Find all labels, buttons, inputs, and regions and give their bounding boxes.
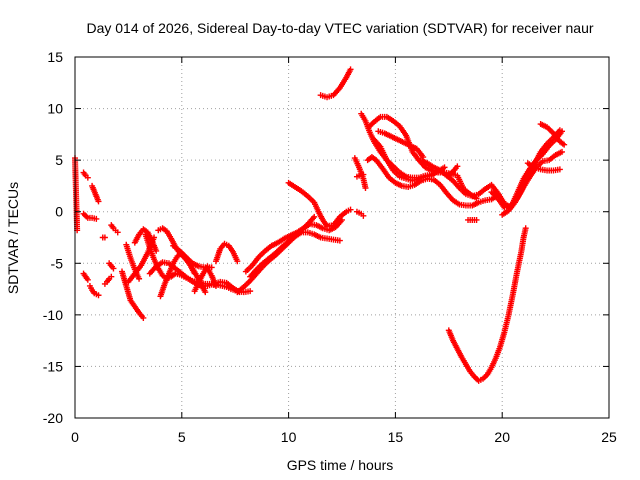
x-tick-label: 0	[71, 429, 79, 445]
data-point	[247, 288, 254, 295]
data-point	[212, 282, 219, 289]
y-axis: 15 10 5 0 -5 -10 -15 -20	[43, 49, 609, 426]
data-point	[84, 174, 91, 181]
series-track-27	[317, 66, 354, 101]
series-track-42	[524, 160, 563, 174]
series-track-34	[353, 171, 367, 180]
data-point	[556, 166, 563, 173]
data-point	[93, 215, 100, 222]
x-tick-label: 15	[388, 429, 404, 445]
data-point	[101, 234, 108, 241]
x-axis-label: GPS time / hours	[287, 457, 394, 473]
data-point	[347, 66, 354, 73]
y-tick-label: -10	[43, 307, 63, 323]
data-point	[202, 289, 209, 296]
data-point	[362, 184, 369, 191]
series-track-16	[146, 259, 243, 296]
data-point	[347, 206, 354, 213]
data-point	[428, 172, 435, 179]
data-point	[336, 237, 343, 244]
series-track-3	[80, 210, 100, 222]
series-track-2	[80, 169, 91, 181]
y-tick-label: 5	[55, 152, 63, 168]
series-track-29	[353, 208, 367, 219]
data-point	[114, 229, 121, 236]
x-tick-label: 20	[494, 429, 510, 445]
series-track-38	[465, 216, 480, 223]
data-point	[473, 216, 480, 223]
series-track-1	[72, 155, 81, 234]
series-track-11	[118, 268, 147, 321]
series-track-4	[89, 182, 102, 205]
y-axis-label: SDTVAR / TECUs	[5, 182, 21, 294]
y-tick-label: -20	[43, 410, 63, 426]
data-point	[108, 273, 115, 280]
y-tick-label: 0	[55, 204, 63, 220]
data-point	[522, 225, 529, 232]
data-point	[136, 275, 143, 282]
data-point	[360, 212, 367, 219]
series-track-25	[247, 229, 343, 280]
x-tick-label: 10	[281, 429, 297, 445]
series-track-26	[285, 179, 354, 230]
series-track-6	[86, 282, 102, 299]
x-axis: 0 5 10 15 20 25	[71, 57, 617, 445]
data-point	[454, 163, 461, 170]
data-point	[191, 270, 198, 277]
plot-frame	[74, 56, 610, 419]
series-track-8	[101, 273, 115, 287]
data-point	[110, 265, 117, 272]
series-track-41	[499, 127, 563, 218]
data-point	[140, 314, 147, 321]
x-tick-label: 25	[601, 429, 617, 445]
data-point	[95, 292, 102, 299]
data-point	[556, 127, 563, 134]
series-track-31	[364, 154, 501, 209]
data-point	[84, 276, 91, 283]
series-track-9	[108, 222, 121, 236]
y-tick-label: 15	[47, 49, 63, 65]
x-tick-label: 5	[178, 429, 186, 445]
series-track-21	[204, 265, 219, 289]
data-point	[95, 198, 102, 205]
data-point	[441, 164, 448, 171]
y-tick-label: 10	[47, 101, 63, 117]
series-track-7	[99, 234, 108, 241]
data-point	[559, 148, 566, 155]
data-point	[360, 171, 367, 178]
chart-title: Day 014 of 2026, Sidereal Day-to-day VTE…	[86, 20, 593, 36]
data-point	[311, 213, 318, 220]
series-track-18	[157, 249, 198, 300]
data-points	[72, 66, 568, 384]
series-track-33	[371, 136, 435, 184]
series-track-10	[106, 260, 117, 272]
series-track-37	[445, 163, 461, 179]
data-point	[234, 258, 241, 265]
series-track-24	[242, 216, 345, 275]
y-tick-label: -15	[43, 358, 63, 374]
data-point	[561, 141, 568, 148]
series-track-35	[375, 128, 427, 161]
series-track-43	[537, 121, 568, 148]
series-track-5	[80, 270, 91, 283]
y-tick-label: -5	[51, 255, 64, 271]
series-track-39	[445, 225, 529, 384]
data-point	[208, 264, 215, 271]
series-track-22	[212, 240, 241, 265]
